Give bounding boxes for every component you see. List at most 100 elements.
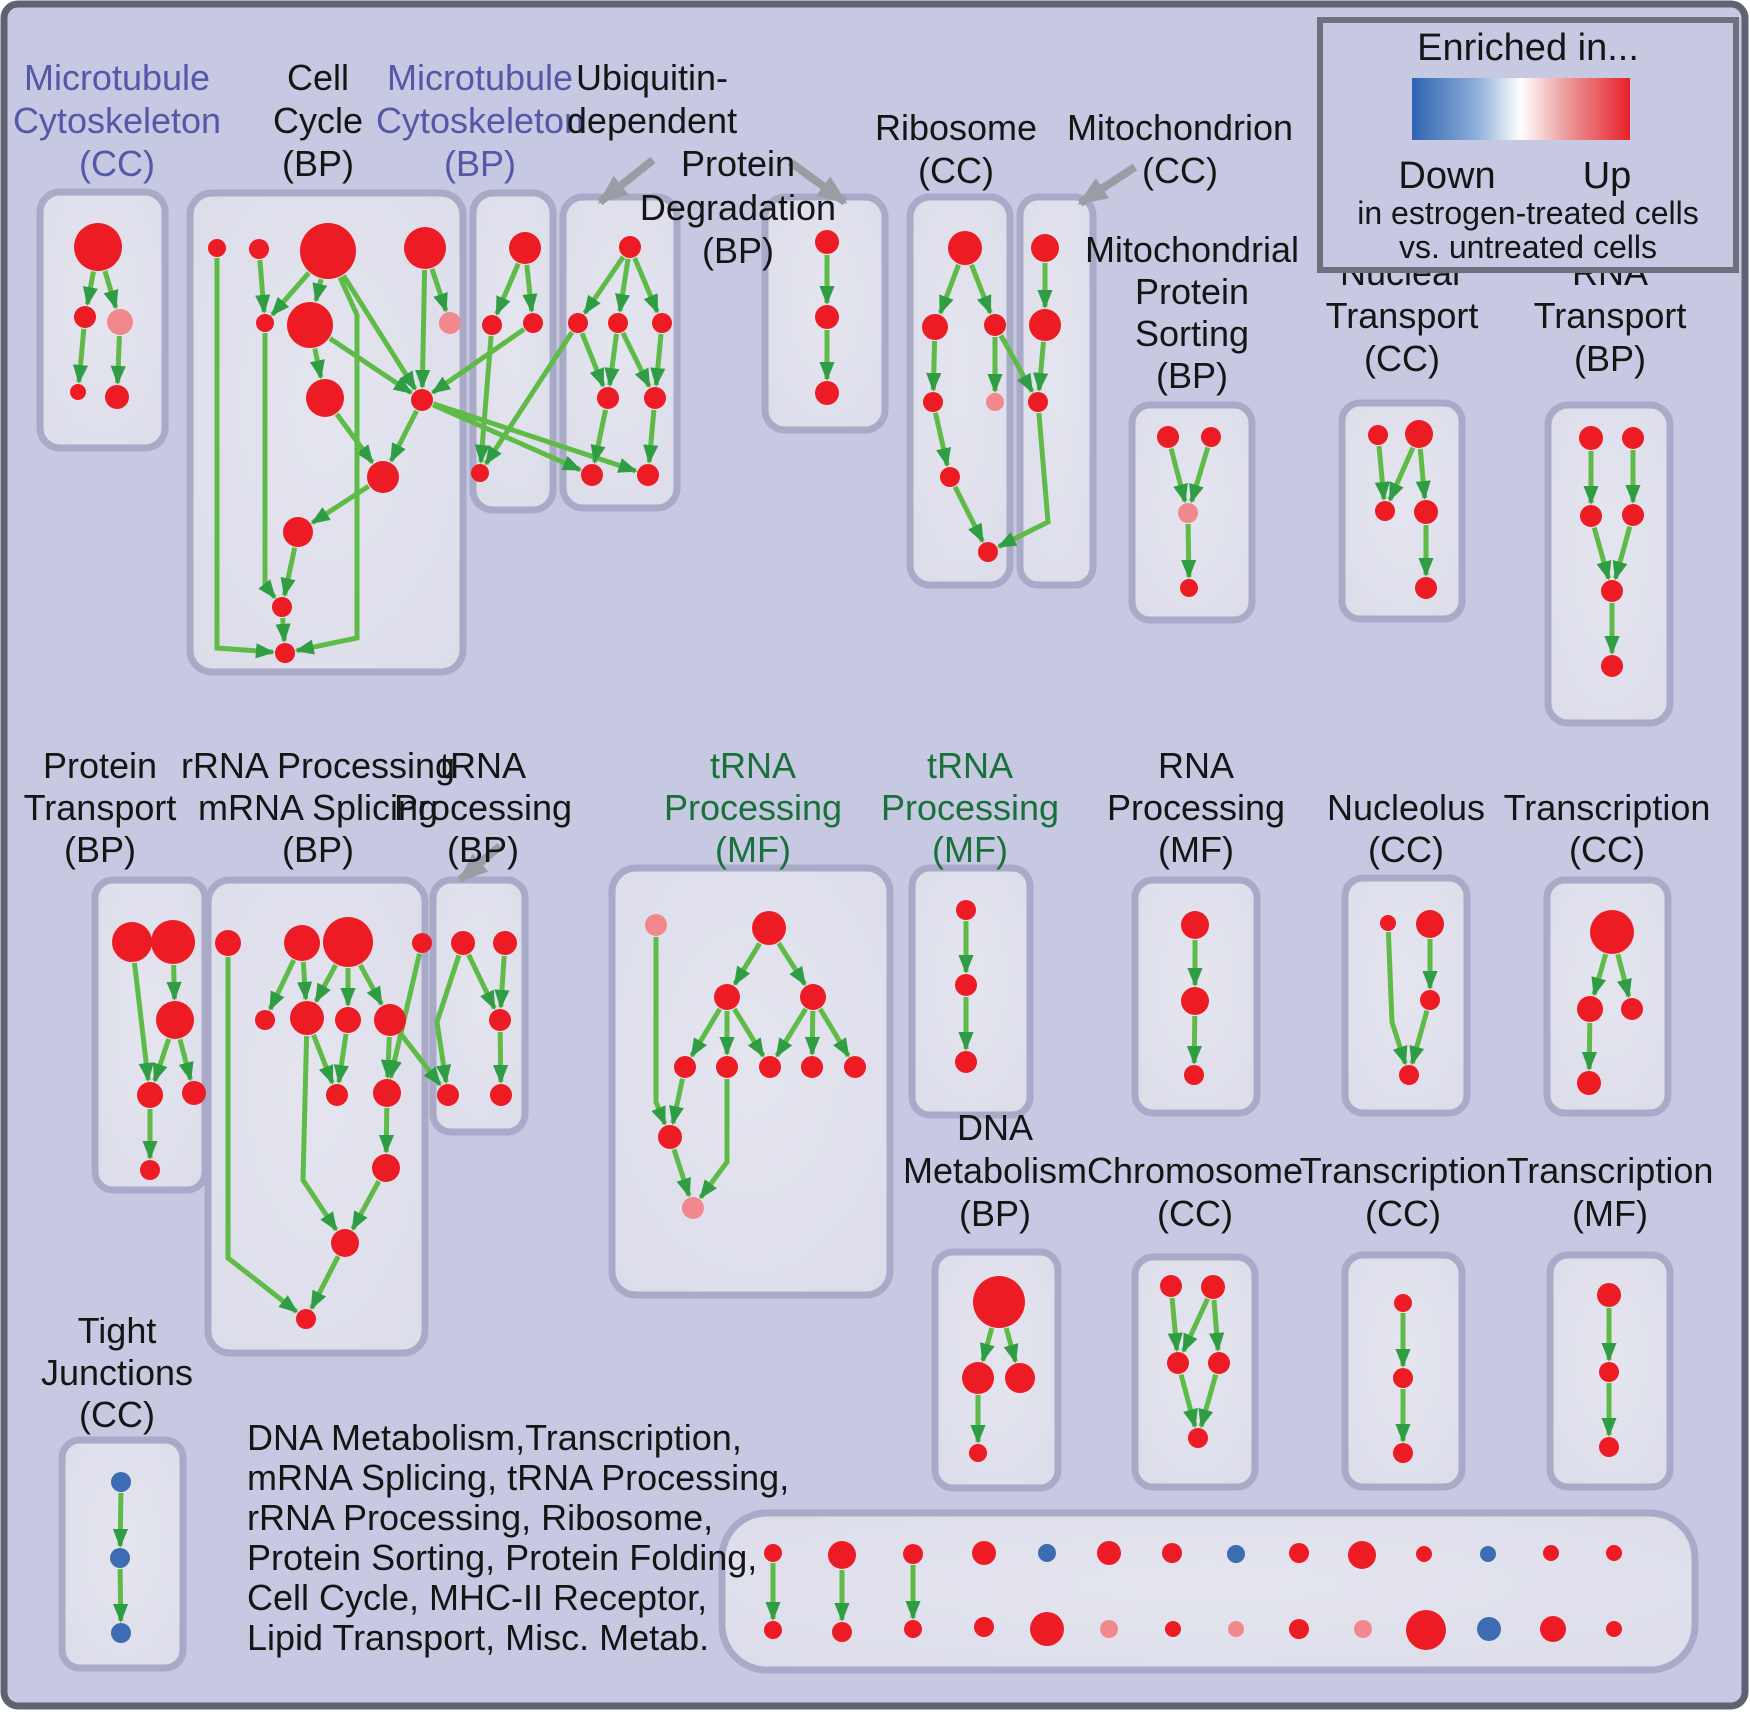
node-B6[interactable] <box>287 302 333 348</box>
node-G3[interactable] <box>714 984 740 1010</box>
node-H1[interactable] <box>956 900 976 920</box>
node-E5[interactable] <box>255 1010 275 1030</box>
node-D1[interactable] <box>112 922 152 962</box>
node-I1[interactable] <box>1181 911 1209 939</box>
node-W2[interactable] <box>1029 309 1061 341</box>
node-Y2[interactable] <box>832 1622 852 1642</box>
node-G10[interactable] <box>658 1125 682 1149</box>
node-K4[interactable] <box>1577 1071 1601 1095</box>
node-C2[interactable] <box>482 315 502 335</box>
node-I2[interactable] <box>1181 987 1209 1015</box>
node-D3[interactable] <box>156 1001 194 1039</box>
node-D5[interactable] <box>182 1081 206 1105</box>
node-J3[interactable] <box>1420 990 1440 1010</box>
node-A3[interactable] <box>107 309 133 335</box>
node-T1a[interactable] <box>1394 1294 1412 1312</box>
node-Q3[interactable] <box>1580 505 1602 527</box>
node-P1[interactable] <box>1157 426 1179 448</box>
node-Y7[interactable] <box>1165 1621 1181 1637</box>
node-I3[interactable] <box>1184 1065 1204 1085</box>
node-V2[interactable] <box>815 305 839 329</box>
node-H2[interactable] <box>955 974 977 996</box>
node-R1[interactable] <box>948 231 982 265</box>
node-B7[interactable] <box>439 312 461 334</box>
node-Y1[interactable] <box>764 1621 782 1639</box>
node-X3[interactable] <box>111 1623 131 1643</box>
node-Z6[interactable] <box>1097 1541 1121 1565</box>
node-Me[interactable] <box>1188 1428 1208 1448</box>
node-K3[interactable] <box>1621 998 1643 1020</box>
node-E13[interactable] <box>296 1309 316 1329</box>
node-Y8[interactable] <box>1228 1621 1244 1637</box>
node-Z11[interactable] <box>1416 1546 1432 1562</box>
node-A2[interactable] <box>74 306 96 328</box>
node-G8[interactable] <box>801 1056 823 1078</box>
node-E11[interactable] <box>372 1154 400 1182</box>
node-Y9[interactable] <box>1289 1619 1309 1639</box>
node-W1[interactable] <box>1031 234 1059 262</box>
node-R6[interactable] <box>940 467 960 487</box>
node-Y11[interactable] <box>1406 1610 1446 1650</box>
node-G11[interactable] <box>682 1197 704 1219</box>
node-B10[interactable] <box>367 461 399 493</box>
node-G6[interactable] <box>716 1056 738 1078</box>
node-E7[interactable] <box>335 1007 361 1033</box>
node-Z8[interactable] <box>1227 1545 1245 1563</box>
node-L1[interactable] <box>973 1276 1025 1328</box>
node-U4[interactable] <box>652 313 672 333</box>
node-Z7[interactable] <box>1162 1543 1182 1563</box>
node-B3[interactable] <box>300 223 356 279</box>
node-Z2[interactable] <box>828 1541 856 1569</box>
node-Md[interactable] <box>1208 1352 1230 1374</box>
node-R7[interactable] <box>978 542 998 562</box>
node-Mc[interactable] <box>1167 1352 1189 1374</box>
node-E2[interactable] <box>284 925 320 961</box>
node-E8[interactable] <box>374 1004 406 1036</box>
node-T1c[interactable] <box>1393 1443 1413 1463</box>
node-Z9[interactable] <box>1289 1543 1309 1563</box>
node-B13[interactable] <box>275 643 295 663</box>
node-G2[interactable] <box>752 911 786 945</box>
node-B1[interactable] <box>208 239 226 257</box>
node-Z10[interactable] <box>1348 1541 1376 1569</box>
node-J1[interactable] <box>1380 915 1396 931</box>
node-D6[interactable] <box>140 1160 160 1180</box>
node-Z3[interactable] <box>903 1544 923 1564</box>
node-E12[interactable] <box>331 1229 359 1257</box>
node-T1b[interactable] <box>1393 1368 1413 1388</box>
node-T2b[interactable] <box>1599 1362 1619 1382</box>
node-R4[interactable] <box>923 392 943 412</box>
node-Y6[interactable] <box>1100 1620 1118 1638</box>
node-C3[interactable] <box>523 313 543 333</box>
node-A1[interactable] <box>74 223 122 271</box>
node-Y3[interactable] <box>904 1620 922 1638</box>
node-R2[interactable] <box>922 314 948 340</box>
node-Z14[interactable] <box>1606 1545 1622 1561</box>
node-Mb[interactable] <box>1201 1275 1225 1299</box>
node-P4[interactable] <box>1180 579 1198 597</box>
node-Q2[interactable] <box>1622 427 1644 449</box>
node-Y5[interactable] <box>1030 1612 1064 1646</box>
node-P3[interactable] <box>1178 503 1198 523</box>
node-W3[interactable] <box>1028 392 1048 412</box>
node-Y13[interactable] <box>1540 1616 1566 1642</box>
node-U8[interactable] <box>637 464 659 486</box>
node-Q6[interactable] <box>1601 655 1623 677</box>
node-F2[interactable] <box>493 931 517 955</box>
node-X1[interactable] <box>111 1472 131 1492</box>
node-N2[interactable] <box>1405 420 1433 448</box>
node-U5[interactable] <box>597 387 619 409</box>
node-E3[interactable] <box>323 917 373 967</box>
node-B11[interactable] <box>283 517 313 547</box>
node-G7[interactable] <box>759 1056 781 1078</box>
node-K2[interactable] <box>1577 996 1603 1022</box>
node-Y12[interactable] <box>1477 1617 1501 1641</box>
node-E6[interactable] <box>290 1001 324 1035</box>
node-E9[interactable] <box>326 1084 348 1106</box>
node-R3[interactable] <box>984 314 1006 336</box>
node-N1[interactable] <box>1368 425 1388 445</box>
node-U7[interactable] <box>581 464 603 486</box>
node-L3[interactable] <box>1005 1363 1035 1393</box>
node-G1[interactable] <box>645 914 667 936</box>
node-H3[interactable] <box>955 1051 977 1073</box>
